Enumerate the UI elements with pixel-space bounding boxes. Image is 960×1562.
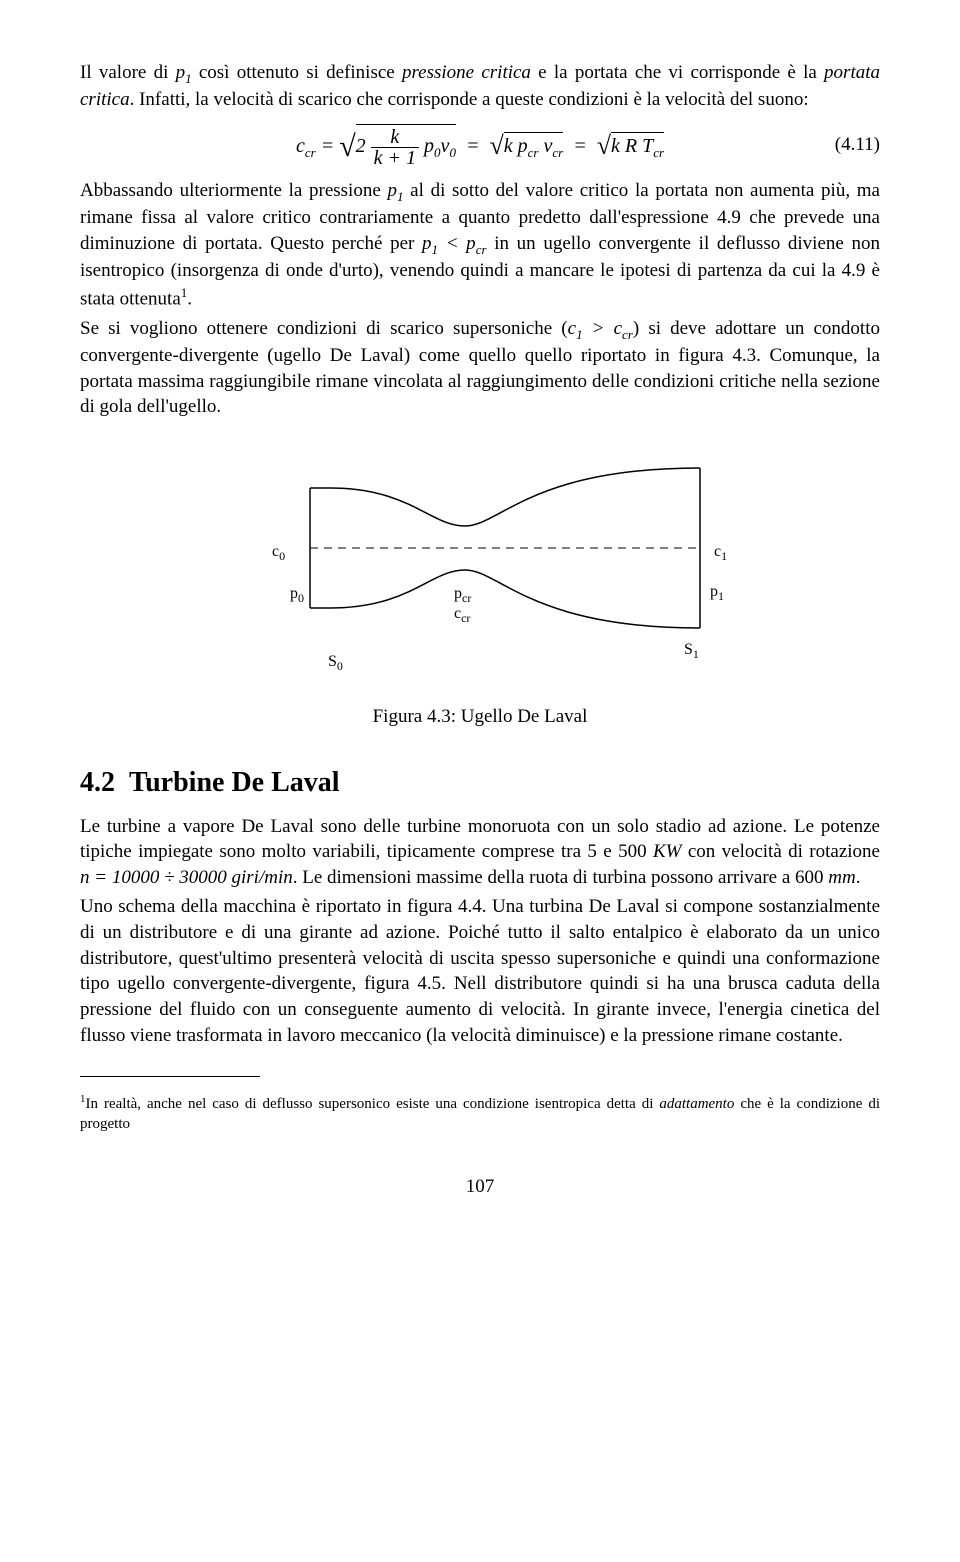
equation-expr: ccr = √2 kk + 1 p0v0 = √k pcr vcr = √k R… (296, 135, 664, 157)
text: . Le dimensioni massime della ruota di t… (293, 867, 829, 888)
equation-number: (4.11) (835, 133, 880, 159)
after-eq-paragraph: Abbassando ulteriormente la pressione p1… (80, 178, 880, 312)
text: con velocità di rotazione (681, 841, 880, 862)
section-number: 4.2 (80, 767, 115, 798)
math-mm: mm (828, 867, 855, 888)
label-p1: p1 (710, 583, 724, 603)
section-paragraph-2: Uno schema della macchina è riportato in… (80, 894, 880, 1048)
math-ineq-1: p1 < pcr (422, 233, 487, 254)
page-number: 107 (80, 1174, 880, 1200)
text: Abbassando ulteriormente la pressione (80, 180, 387, 201)
figure-caption: Figura 4.3: Ugello De Laval (160, 704, 800, 730)
bottom-contour (310, 570, 700, 628)
supersonic-paragraph: Se si vogliono ottenere condizioni di sc… (80, 316, 880, 420)
math-KW: KW (653, 841, 682, 862)
label-pcr: pcr (454, 585, 471, 605)
top-contour (310, 468, 700, 526)
label-S1: S1 (684, 641, 699, 661)
label-c1: c1 (714, 543, 727, 563)
label-c0: c0 (272, 543, 285, 563)
math-ineq-2: c1 > ccr (568, 318, 633, 339)
footnote-rule (80, 1076, 260, 1077)
footnote-1: 1In realtà, anche nel caso di deflusso s… (80, 1092, 880, 1134)
text: così ottenuto si definisce (192, 62, 402, 83)
math-n-range: n = 10000 ÷ 30000 giri/min (80, 867, 293, 888)
section-title: Turbine De Laval (129, 767, 340, 798)
section-paragraph-1: Le turbine a vapore De Laval sono delle … (80, 814, 880, 891)
text: e la portata che vi corrisponde è la (531, 62, 824, 83)
text: Il valore di (80, 62, 176, 83)
intro-paragraph: Il valore di p1 così ottenuto si definis… (80, 60, 880, 113)
equation-4-11: ccr = √2 kk + 1 p0v0 = √k pcr vcr = √k R… (80, 123, 880, 168)
text: . Infatti, la velocità di scarico che co… (130, 89, 809, 110)
figure-4-3: c0 c1 p0 p1 pcr ccr S0 S1 Figura 4.3: Ug… (160, 448, 800, 730)
text: Se si vogliono ottenere condizioni di sc… (80, 318, 568, 339)
delaval-nozzle-svg: c0 c1 p0 p1 pcr ccr S0 S1 (220, 448, 740, 688)
label-p0: p0 (290, 585, 304, 605)
text: . (856, 867, 861, 888)
footnote-term: adattamento (659, 1096, 734, 1112)
text: . (187, 288, 192, 309)
label-ccr: ccr (454, 605, 470, 625)
term-crit-press: pressione critica (402, 62, 531, 83)
math-p1-2: p1 (387, 180, 403, 201)
math-p1: p1 (176, 62, 192, 83)
section-heading: 4.2 Turbine De Laval (80, 764, 880, 802)
label-S0: S0 (328, 653, 343, 673)
text: In realtà, anche nel caso di deflusso su… (86, 1096, 660, 1112)
